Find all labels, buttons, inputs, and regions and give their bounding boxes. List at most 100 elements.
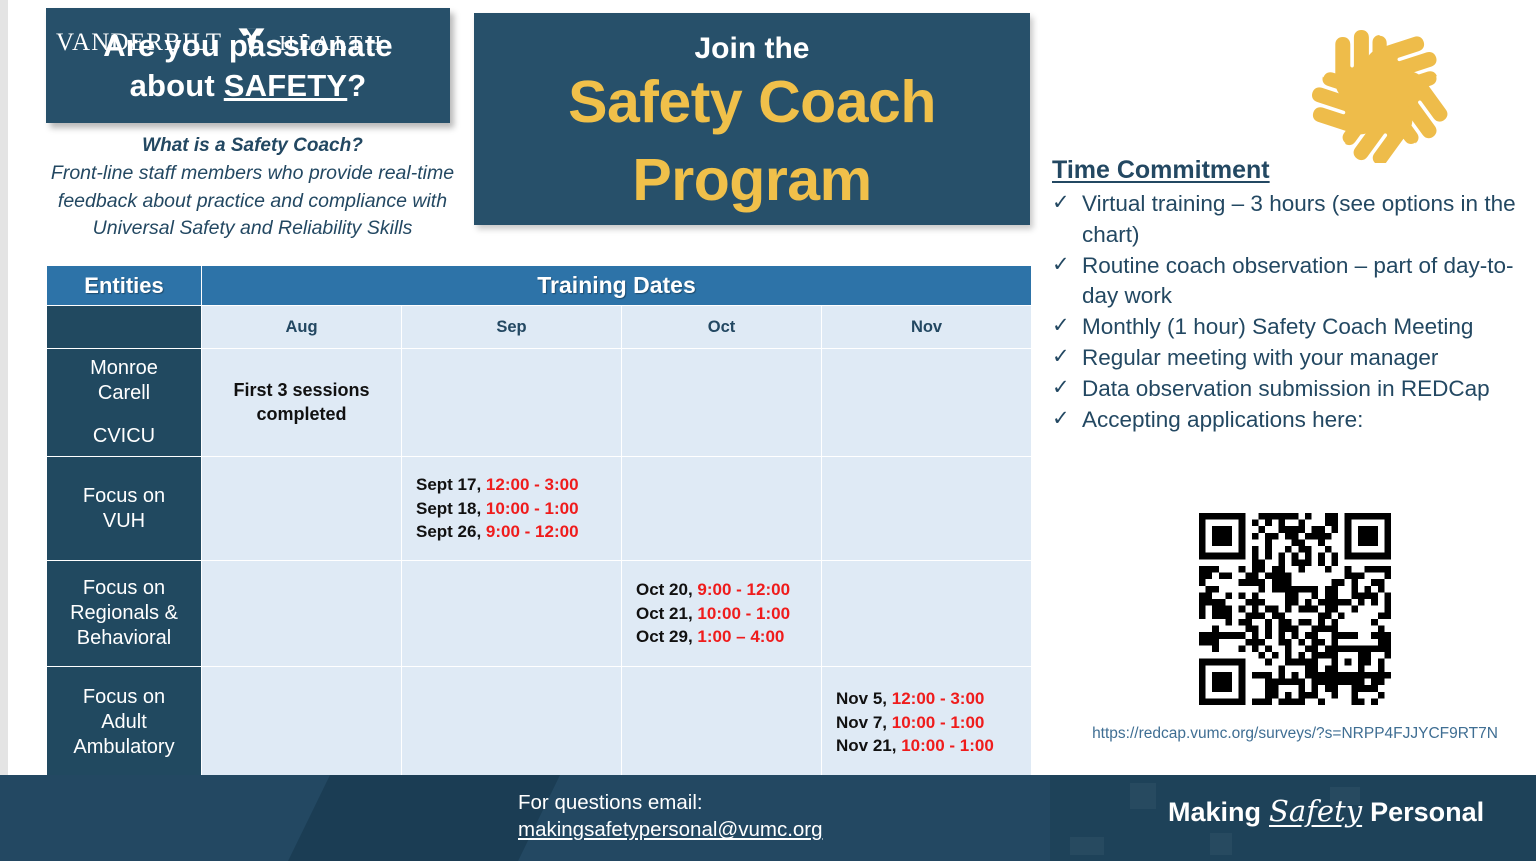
session-time: 12:00 - 3:00: [891, 689, 985, 709]
table-row: Monroe Carell CVICU First 3 sessions com…: [46, 348, 1033, 457]
cell-aug-vuh: [201, 456, 402, 561]
passionate-line-2-post: ?: [347, 67, 367, 103]
passionate-line-2-pre: about: [129, 67, 224, 103]
list-item-label: Regular meeting with your manager: [1082, 345, 1439, 371]
column-header-oct: Oct: [621, 305, 822, 349]
session-time: 9:00 - 12:00: [697, 580, 791, 600]
list-item: ✓ Virtual training – 3 hours (see option…: [1052, 189, 1522, 251]
session-time: 9:00 - 12:00: [485, 522, 579, 542]
cell-oct-ambulatory: [621, 666, 822, 779]
cell-oct-vuh: [621, 456, 822, 561]
entity-focus-on-adult-ambulatory: Focus on Adult Ambulatory: [46, 666, 202, 779]
entity-monroe-carell-cvicu: Monroe Carell CVICU: [46, 348, 202, 457]
list-item: ✓ Monthly (1 hour) Safety Coach Meeting: [1052, 312, 1522, 343]
session-time: 12:00 - 3:00: [485, 475, 579, 495]
table-row: Focus on VUH Sept 17, 12:00 - 3:00 Sept …: [46, 456, 1033, 561]
check-icon: ✓: [1052, 375, 1070, 399]
tagline-safety: Safety: [1269, 794, 1363, 828]
entity-line: Focus on: [82, 686, 166, 708]
check-icon: ✓: [1052, 406, 1070, 430]
entity-line: VUH: [102, 509, 146, 532]
contact-email-block: For questions email: makingsafetypersona…: [518, 789, 823, 844]
email-label: For questions email:: [518, 791, 703, 814]
table-month-row: Aug Sep Oct Nov: [46, 305, 1033, 349]
session-date: Oct 21,: [636, 603, 698, 623]
list-item: ✓ Regular meeting with your manager: [1052, 343, 1522, 374]
session-time: 10:00 - 1:00: [485, 498, 579, 518]
cell-aug-monroe: First 3 sessions completed: [201, 348, 402, 457]
brand-word-health: HEALTH: [279, 30, 386, 55]
session-entry: Nov 7, 10:00 - 1:00: [836, 711, 1030, 734]
column-header-sep: Sep: [401, 305, 622, 349]
entity-focus-on-vuh: Focus on VUH: [46, 456, 202, 561]
join-title-line-1: Safety Coach: [568, 69, 936, 135]
column-header-nov: Nov: [820, 305, 1033, 349]
vanderbilt-health-logo: VANDERBILT HEALTH: [56, 26, 385, 60]
footer-deco-square: [1330, 787, 1360, 805]
list-item-label: Virtual training – 3 hours (see options …: [1082, 191, 1516, 247]
left-edge-strip: [0, 0, 8, 775]
session-date: Sept 17,: [416, 475, 486, 495]
entity-line: Ambulatory: [73, 736, 175, 758]
cell-nov-ambulatory: Nov 5, 12:00 - 3:00 Nov 7, 10:00 - 1:00 …: [820, 666, 1033, 779]
list-item: ✓ Data observation submission in REDCap: [1052, 374, 1522, 405]
session-date: Nov 21,: [836, 736, 902, 756]
qr-code[interactable]: [1199, 512, 1391, 706]
cell-sep-regionals: [401, 560, 622, 667]
check-icon: ✓: [1052, 314, 1070, 338]
footer-deco-square: [1130, 783, 1156, 809]
footer-deco-square: [1210, 833, 1232, 855]
tagline-making: Making: [1168, 797, 1262, 827]
session-entry: Sept 17, 12:00 - 3:00: [416, 473, 620, 496]
table-row: Focus on Regionals & Behavioral Oct 20, …: [46, 560, 1033, 667]
cell-nov-monroe: [820, 348, 1033, 457]
session-entry: Sept 18, 10:00 - 1:00: [416, 497, 620, 520]
list-item-label: Routine coach observation – part of day-…: [1082, 252, 1514, 309]
footer-deco-square: [1070, 837, 1104, 855]
entity-line: Regionals &: [70, 602, 178, 624]
passionate-banner: Are you passionate about SAFETY?: [46, 8, 450, 123]
list-item-label: Accepting applications here:: [1082, 406, 1364, 432]
time-commitment-list: ✓ Virtual training – 3 hours (see option…: [1052, 189, 1522, 436]
entity-line: Focus on: [82, 484, 166, 507]
session-entry: Nov 5, 12:00 - 3:00: [836, 687, 1030, 710]
join-title-line-2: Program: [632, 146, 872, 213]
list-item-label: Monthly (1 hour) Safety Coach Meeting: [1082, 314, 1474, 340]
entity-spacer: [48, 406, 200, 424]
check-icon: ✓: [1052, 191, 1070, 214]
session-time: 10:00 - 1:00: [901, 736, 994, 756]
cell-nov-vuh: [820, 456, 1033, 561]
check-icon: ✓: [1052, 345, 1070, 369]
session-entry: Oct 21, 10:00 - 1:00: [636, 602, 820, 625]
list-item: ✓ Routine coach observation – part of da…: [1052, 251, 1522, 313]
footer-bar: [0, 775, 1536, 861]
table-empty-corner: [46, 305, 202, 349]
cell-aug-ambulatory: [201, 666, 402, 779]
qr-url-text[interactable]: https://redcap.vumc.org/surveys/?s=NRPP4…: [1092, 725, 1498, 742]
passionate-safety-underlined: SAFETY: [223, 67, 348, 103]
cell-aug-regionals: [201, 560, 402, 667]
brand-word-vanderbilt: VANDERBILT: [56, 29, 223, 56]
time-commitment-title: Time Commitment: [1052, 156, 1270, 184]
list-item: ✓ Accepting applications here:: [1052, 405, 1522, 436]
session-entry: Oct 29, 1:00 – 4:00: [636, 625, 820, 648]
email-address-link[interactable]: makingsafetypersonal@vumc.org: [518, 818, 823, 842]
footer-wedge-right: [1050, 775, 1536, 861]
entity-line: Monroe: [90, 357, 158, 379]
session-date: Oct 20,: [636, 580, 698, 600]
cell-sep-ambulatory: [401, 666, 622, 779]
making-safety-personal-tagline: Making Safety Personal: [1168, 794, 1484, 828]
session-date: Nov 5,: [836, 689, 892, 709]
column-header-aug: Aug: [201, 305, 402, 349]
session-date: Nov 7,: [836, 712, 892, 732]
session-date: Sept 26,: [416, 522, 486, 542]
session-entry: Oct 20, 9:00 - 12:00: [636, 578, 820, 601]
cell-sep-monroe: [401, 348, 622, 457]
what-is-safety-coach-block: What is a Safety Coach? Front-line staff…: [34, 133, 471, 243]
entity-focus-on-regionals-behavioral: Focus on Regionals & Behavioral: [46, 560, 202, 667]
cell-oct-regionals: Oct 20, 9:00 - 12:00 Oct 21, 10:00 - 1:0…: [621, 560, 822, 667]
cell-nov-regionals: [820, 560, 1033, 667]
session-time: 10:00 - 1:00: [697, 603, 791, 623]
entity-line: CVICU: [92, 425, 156, 447]
table-row: Focus on Adult Ambulatory Nov 5, 12:00 -…: [46, 666, 1033, 779]
